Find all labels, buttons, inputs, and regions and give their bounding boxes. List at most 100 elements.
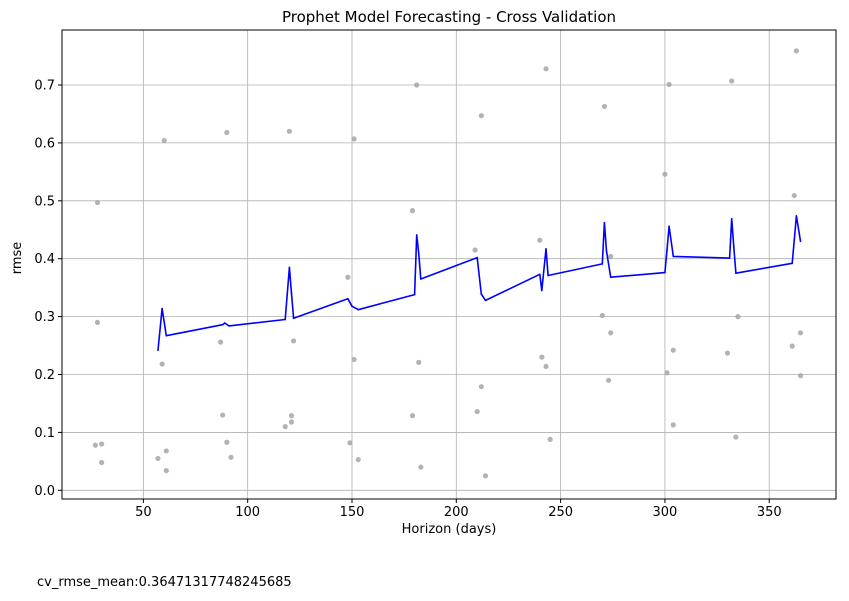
scatter-point [351,136,357,142]
x-axis-ticks: 50 100 150 200 250 300 350 [135,499,782,520]
y-tick-label: 0.4 [34,252,55,267]
scatter-point [543,363,549,370]
y-tick-label: 0.3 [34,310,55,325]
x-tick-label: 100 [235,505,260,520]
scatter-point [797,330,804,336]
line-point [545,248,547,250]
x-tick-label: 50 [135,505,152,520]
y-tick-label: 0.2 [34,368,55,383]
scatter-point [288,419,295,425]
scatter-point [789,343,795,349]
scatter-point [472,247,478,253]
x-tick-label: 200 [444,505,469,520]
line-point [413,293,416,296]
scatter-point [224,439,230,445]
scatter-point [99,459,105,466]
scatter-point [418,464,424,470]
x-axis-label: Horizon (days) [402,522,497,537]
scatter-point [161,137,167,144]
line-point [664,271,666,274]
scatter-point [155,455,161,462]
line-point [541,289,543,292]
y-axis-ticks: 0.0 0.1 0.2 0.3 0.4 0.5 0.6 0.7 [34,79,62,499]
scatter-point [670,422,676,428]
line-point [791,262,793,265]
scatter-point [793,48,799,54]
scatter-point [482,473,489,479]
scatter-point [478,113,484,119]
scatter-point [290,338,297,344]
scatter-point [228,454,234,460]
line-point [603,222,606,224]
scatter-point [220,412,226,418]
scatter-point [601,103,608,110]
scatter-point [409,413,416,419]
line-point [157,349,159,351]
scatter-point [735,314,741,320]
scatter-point [217,339,224,345]
x-tick-label: 300 [653,505,678,520]
scatter-point [282,424,288,430]
scatter-point [724,350,731,356]
x-tick-label: 250 [548,505,573,520]
scatter-point [474,408,480,415]
scatter-point [599,312,605,319]
chart-title: Prophet Model Forecasting - Cross Valida… [282,8,616,26]
scatter-point [733,434,739,440]
scatter-point [163,448,169,454]
line-series [157,215,802,351]
scatter-point [163,468,169,474]
rmse-line [157,215,802,351]
line-point [415,234,418,236]
line-point [228,325,230,327]
scatter-point [662,171,668,177]
scatter-point [159,361,165,367]
line-point [292,317,295,320]
scatter-point [791,192,797,199]
scatter-point [664,370,670,376]
line-point [601,263,604,265]
scatter-point [797,373,804,379]
y-axis-label: rmse [10,242,25,275]
scatter-point [608,253,614,259]
cv-rmse-mean-text: cv_rmse_mean:0.36471317748245685 [37,575,292,590]
scatter-point [94,319,101,326]
line-point [605,250,608,252]
scatter-point [416,359,422,365]
line-point [476,256,478,259]
scatter-series [92,48,804,479]
scatter-point [605,377,612,383]
scatter-point [547,436,553,442]
scatter-point [537,237,543,243]
y-tick-label: 0.6 [34,136,55,151]
line-point [538,273,541,276]
scatter-point [608,330,614,336]
line-point [547,274,549,277]
scatter-point [355,457,361,463]
line-point [290,292,293,295]
line-point [672,255,675,258]
line-point [223,322,226,324]
scatter-point [409,208,416,214]
scatter-point [286,128,293,134]
scatter-point [414,82,420,88]
line-point [609,276,612,279]
y-tick-label: 0.1 [34,426,55,441]
line-point [288,266,291,269]
line-point [351,305,353,307]
scatter-point [92,442,98,448]
y-tick-label: 0.5 [34,194,55,209]
line-point [799,240,802,243]
line-point [357,308,360,311]
y-tick-label: 0.7 [34,79,55,94]
line-point [221,323,224,326]
scatter-point [347,440,353,446]
line-point [666,249,668,251]
line-point [795,215,798,217]
plot-area-frame [61,29,837,500]
scatter-point [543,66,549,72]
scatter-point [478,384,484,390]
line-point [284,318,287,321]
line-point [728,257,731,259]
